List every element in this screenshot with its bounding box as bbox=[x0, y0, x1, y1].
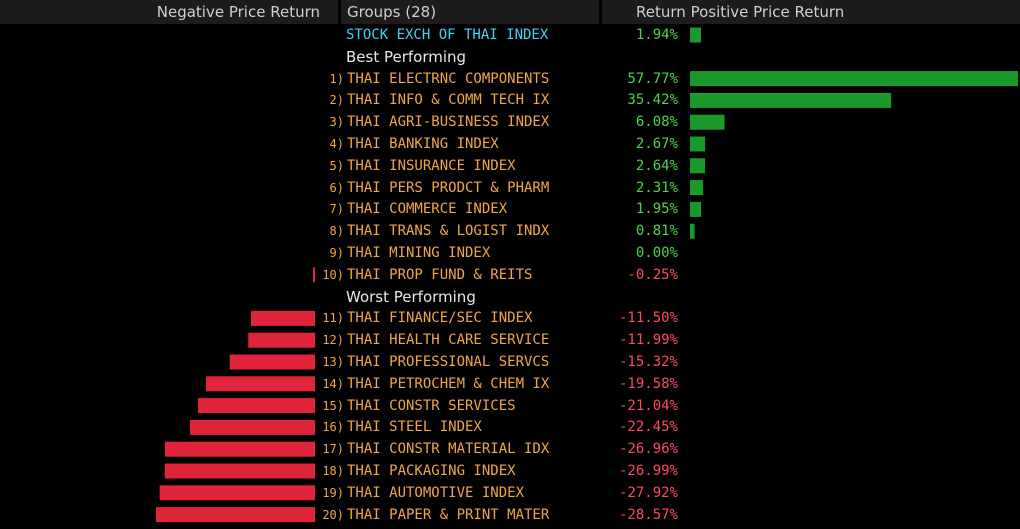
rank-2: 2) bbox=[329, 93, 344, 108]
bar-8 bbox=[690, 223, 695, 239]
rank-3: 3) bbox=[329, 115, 344, 130]
bar-15 bbox=[197, 398, 315, 414]
return-value-6: 2.31% bbox=[635, 179, 678, 196]
return-header: Return Positive Price Return bbox=[602, 0, 1020, 24]
return-value-11: -11.50% bbox=[618, 310, 678, 327]
rank-8: 8) bbox=[329, 224, 344, 239]
rank-16: 16) bbox=[322, 420, 344, 435]
rank-6: 6) bbox=[329, 180, 344, 195]
bar-1 bbox=[690, 71, 1018, 87]
group-name-5: THAI INSURANCE INDEX bbox=[347, 157, 516, 174]
rank-12: 12) bbox=[322, 333, 344, 348]
benchmark-bar bbox=[690, 27, 702, 43]
rank-4: 4) bbox=[329, 137, 344, 151]
return-value-16: -22.45% bbox=[618, 419, 678, 436]
return-value-3: 6.08% bbox=[635, 114, 678, 131]
return-value-19: -27.92% bbox=[618, 484, 678, 501]
rank-7: 7) bbox=[329, 202, 344, 217]
group-name-11: THAI FINANCE/SEC INDEX bbox=[347, 310, 533, 327]
return-value-17: -26.96% bbox=[618, 441, 678, 458]
bar-12 bbox=[248, 332, 315, 348]
positive-return-label: Positive Price Return bbox=[690, 3, 845, 21]
rank-5: 5) bbox=[329, 158, 344, 173]
rank-14: 14) bbox=[322, 376, 344, 391]
group-name-12: THAI HEALTH CARE SERVICE bbox=[347, 332, 550, 349]
bar-5 bbox=[690, 158, 705, 174]
return-value-15: -21.04% bbox=[618, 397, 678, 414]
bar-18 bbox=[164, 463, 315, 479]
group-name-16: THAI STEEL INDEX bbox=[347, 419, 482, 436]
group-name-1: THAI ELECTRNC COMPONENTS bbox=[347, 70, 550, 87]
return-value-4: 2.67% bbox=[635, 136, 678, 152]
group-name-9: THAI MINING INDEX bbox=[347, 245, 491, 261]
negative-return-header: Negative Price Return bbox=[0, 0, 338, 24]
return-value-7: 1.95% bbox=[635, 201, 678, 218]
bar-17 bbox=[164, 441, 315, 457]
rank-17: 17) bbox=[322, 442, 344, 457]
group-name-2: THAI INFO & COMM TECH IX bbox=[347, 92, 550, 109]
group-name-15: THAI CONSTR SERVICES bbox=[347, 397, 516, 414]
rank-11: 11) bbox=[322, 311, 344, 326]
return-value-10: -0.25% bbox=[627, 266, 678, 283]
group-name-10: THAI PROP FUND & REITS bbox=[347, 266, 533, 283]
group-name-14: THAI PETROCHEM & CHEM IX bbox=[347, 375, 550, 392]
group-name-17: THAI CONSTR MATERIAL IDX bbox=[347, 441, 550, 458]
group-name-7: THAI COMMERCE INDEX bbox=[347, 201, 508, 218]
bar-16 bbox=[190, 419, 315, 435]
group-name-13: THAI PROFESSIONAL SERVCS bbox=[347, 354, 550, 370]
groups-header[interactable]: Groups (28) bbox=[341, 0, 599, 24]
benchmark-value: 1.94% bbox=[635, 27, 678, 43]
bar-19 bbox=[159, 485, 315, 501]
return-value-13: -15.32% bbox=[618, 354, 678, 370]
bar-11 bbox=[250, 310, 315, 326]
bar-3 bbox=[690, 114, 725, 130]
rank-19: 19) bbox=[322, 485, 344, 500]
group-name-4: THAI BANKING INDEX bbox=[347, 136, 499, 152]
return-value-5: 2.64% bbox=[635, 157, 678, 174]
group-name-6: THAI PERS PRODCT & PHARM bbox=[347, 179, 550, 196]
return-column-label: Return bbox=[636, 3, 686, 21]
bar-6 bbox=[690, 180, 704, 196]
return-value-1: 57.77% bbox=[627, 70, 678, 87]
return-value-9: 0.00% bbox=[635, 245, 678, 261]
bar-13 bbox=[229, 354, 315, 370]
return-value-2: 35.42% bbox=[627, 92, 678, 109]
return-value-8: 0.81% bbox=[635, 223, 678, 240]
group-name-18: THAI PACKAGING INDEX bbox=[347, 463, 516, 479]
rank-18: 18) bbox=[322, 464, 344, 478]
bar-4 bbox=[690, 136, 706, 152]
group-name-8: THAI TRANS & LOGIST INDX bbox=[347, 223, 550, 240]
rank-1: 1) bbox=[329, 71, 344, 86]
benchmark-name: STOCK EXCH OF THAI INDEX bbox=[346, 27, 549, 43]
return-value-20: -28.57% bbox=[618, 506, 678, 523]
group-name-20: THAI PAPER & PRINT MATER bbox=[347, 506, 550, 523]
return-value-14: -19.58% bbox=[618, 375, 678, 392]
rank-10: 10) bbox=[322, 267, 344, 282]
bar-7 bbox=[690, 201, 702, 217]
bar-20 bbox=[156, 507, 315, 523]
bar-10 bbox=[313, 267, 315, 283]
section-worst-performing: Worst Performing bbox=[346, 287, 476, 306]
group-name-19: THAI AUTOMOTIVE INDEX bbox=[347, 484, 525, 501]
bar-14 bbox=[206, 376, 315, 392]
bar-2 bbox=[690, 92, 892, 108]
rank-13: 13) bbox=[322, 355, 344, 369]
rank-20: 20) bbox=[322, 507, 344, 522]
rank-15: 15) bbox=[322, 398, 344, 413]
return-value-18: -26.99% bbox=[618, 463, 678, 479]
section-best-performing: Best Performing bbox=[346, 47, 467, 66]
rank-9: 9) bbox=[329, 246, 344, 260]
return-value-12: -11.99% bbox=[618, 332, 678, 349]
group-name-3: THAI AGRI-BUSINESS INDEX bbox=[347, 114, 550, 131]
